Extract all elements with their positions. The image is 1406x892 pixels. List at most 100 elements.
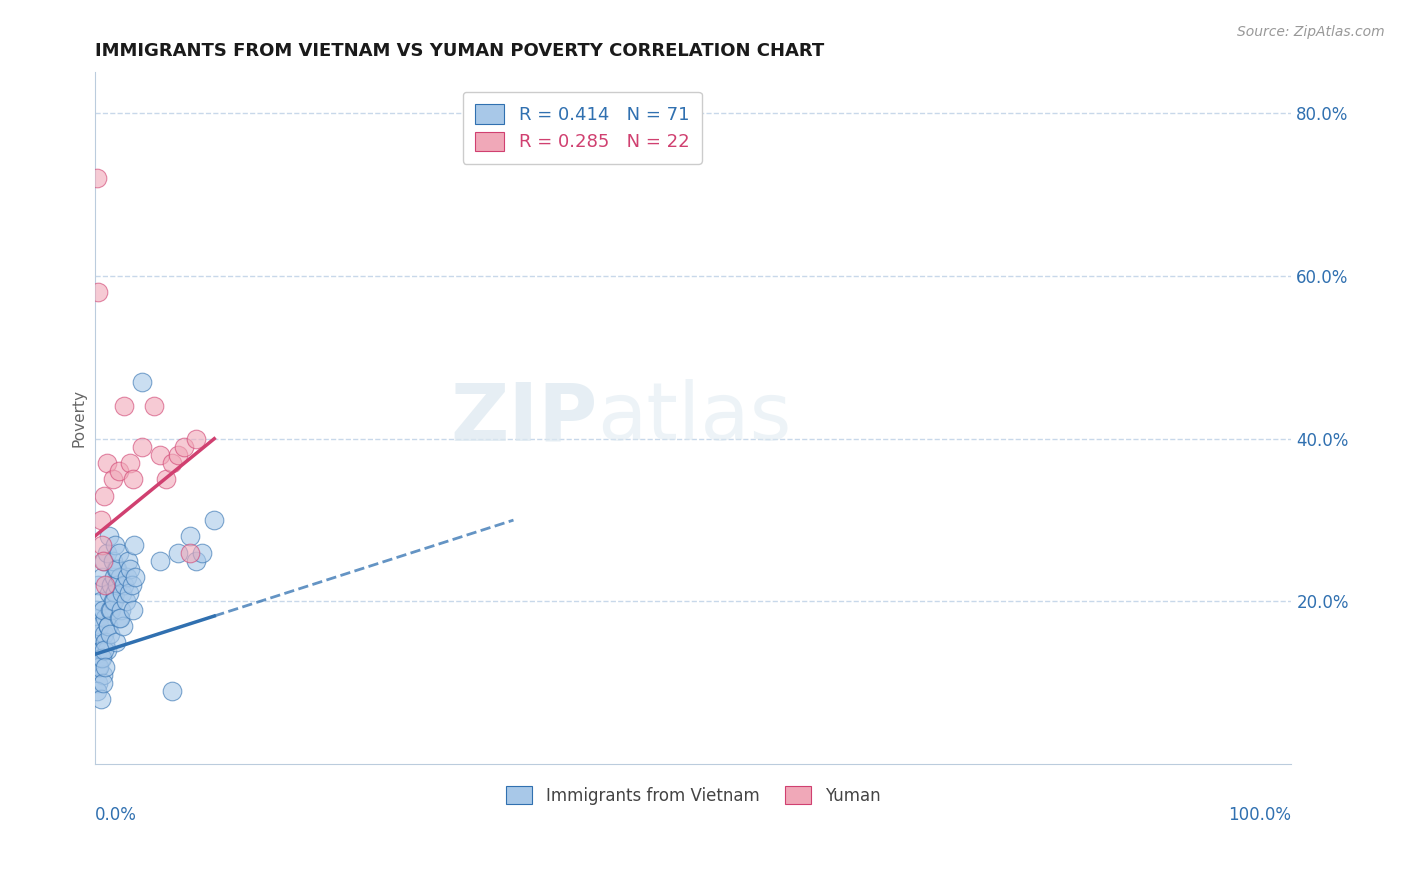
Point <box>179 529 201 543</box>
Point <box>110 602 132 616</box>
Point <box>86 684 108 698</box>
Point <box>87 578 110 592</box>
Point <box>107 611 129 625</box>
Point <box>84 602 107 616</box>
Point <box>90 643 112 657</box>
Point <box>87 659 110 673</box>
Point <box>90 692 112 706</box>
Point <box>111 586 134 600</box>
Point <box>149 554 172 568</box>
Point <box>131 440 153 454</box>
Point <box>179 546 201 560</box>
Point <box>97 619 120 633</box>
Point <box>90 651 112 665</box>
Point <box>115 570 138 584</box>
Point <box>118 586 141 600</box>
Point <box>91 602 114 616</box>
Point <box>120 562 142 576</box>
Point <box>186 432 208 446</box>
Point <box>90 513 112 527</box>
Point <box>155 472 177 486</box>
Point <box>105 562 128 576</box>
Point <box>114 578 136 592</box>
Point <box>191 546 214 560</box>
Point <box>94 578 117 592</box>
Point <box>93 554 115 568</box>
Point <box>100 578 122 592</box>
Point <box>97 619 120 633</box>
Point <box>167 448 190 462</box>
Point <box>98 602 121 616</box>
Text: 100.0%: 100.0% <box>1229 805 1292 824</box>
Point <box>162 456 184 470</box>
Point <box>101 472 124 486</box>
Point <box>101 594 124 608</box>
Point <box>96 643 118 657</box>
Point <box>121 578 143 592</box>
Point <box>105 578 128 592</box>
Point <box>97 529 120 543</box>
Point <box>98 627 121 641</box>
Y-axis label: Poverty: Poverty <box>72 389 86 448</box>
Point <box>162 684 184 698</box>
Point <box>112 619 135 633</box>
Point <box>94 659 117 673</box>
Point <box>105 562 128 576</box>
Text: atlas: atlas <box>598 379 792 458</box>
Point <box>94 611 117 625</box>
Point <box>90 537 112 551</box>
Point <box>124 570 146 584</box>
Point <box>96 456 118 470</box>
Point <box>87 285 110 300</box>
Point <box>86 627 108 641</box>
Point <box>103 570 125 584</box>
Text: ZIP: ZIP <box>450 379 598 458</box>
Point <box>86 171 108 186</box>
Point <box>122 602 145 616</box>
Point <box>93 643 115 657</box>
Point <box>104 537 127 551</box>
Point <box>90 651 112 665</box>
Point <box>90 570 112 584</box>
Point <box>186 554 208 568</box>
Point <box>84 635 107 649</box>
Text: 0.0%: 0.0% <box>94 805 136 824</box>
Point <box>120 456 142 470</box>
Point <box>87 676 110 690</box>
Point <box>101 554 124 568</box>
Point <box>122 472 145 486</box>
Point <box>103 594 125 608</box>
Point <box>108 570 131 584</box>
Text: IMMIGRANTS FROM VIETNAM VS YUMAN POVERTY CORRELATION CHART: IMMIGRANTS FROM VIETNAM VS YUMAN POVERTY… <box>94 42 824 60</box>
Point <box>91 554 114 568</box>
Point <box>89 611 111 625</box>
Point <box>149 448 172 462</box>
Point <box>105 635 128 649</box>
Point <box>114 399 136 413</box>
Point <box>93 489 115 503</box>
Point <box>97 586 120 600</box>
Point <box>108 611 131 625</box>
Point <box>202 513 225 527</box>
Point <box>89 619 111 633</box>
Point <box>107 546 129 560</box>
Point <box>131 375 153 389</box>
Point <box>173 440 195 454</box>
Point <box>91 676 114 690</box>
Point <box>89 659 111 673</box>
Legend: Immigrants from Vietnam, Yuman: Immigrants from Vietnam, Yuman <box>496 776 890 814</box>
Point <box>104 586 127 600</box>
Point <box>94 635 117 649</box>
Point <box>96 546 118 560</box>
Point <box>117 554 139 568</box>
Point <box>90 594 112 608</box>
Text: Source: ZipAtlas.com: Source: ZipAtlas.com <box>1237 25 1385 39</box>
Point <box>100 602 122 616</box>
Point <box>107 464 129 478</box>
Point <box>167 546 190 560</box>
Point <box>143 399 166 413</box>
Point <box>91 667 114 681</box>
Point <box>122 537 145 551</box>
Point <box>114 594 136 608</box>
Point <box>93 627 115 641</box>
